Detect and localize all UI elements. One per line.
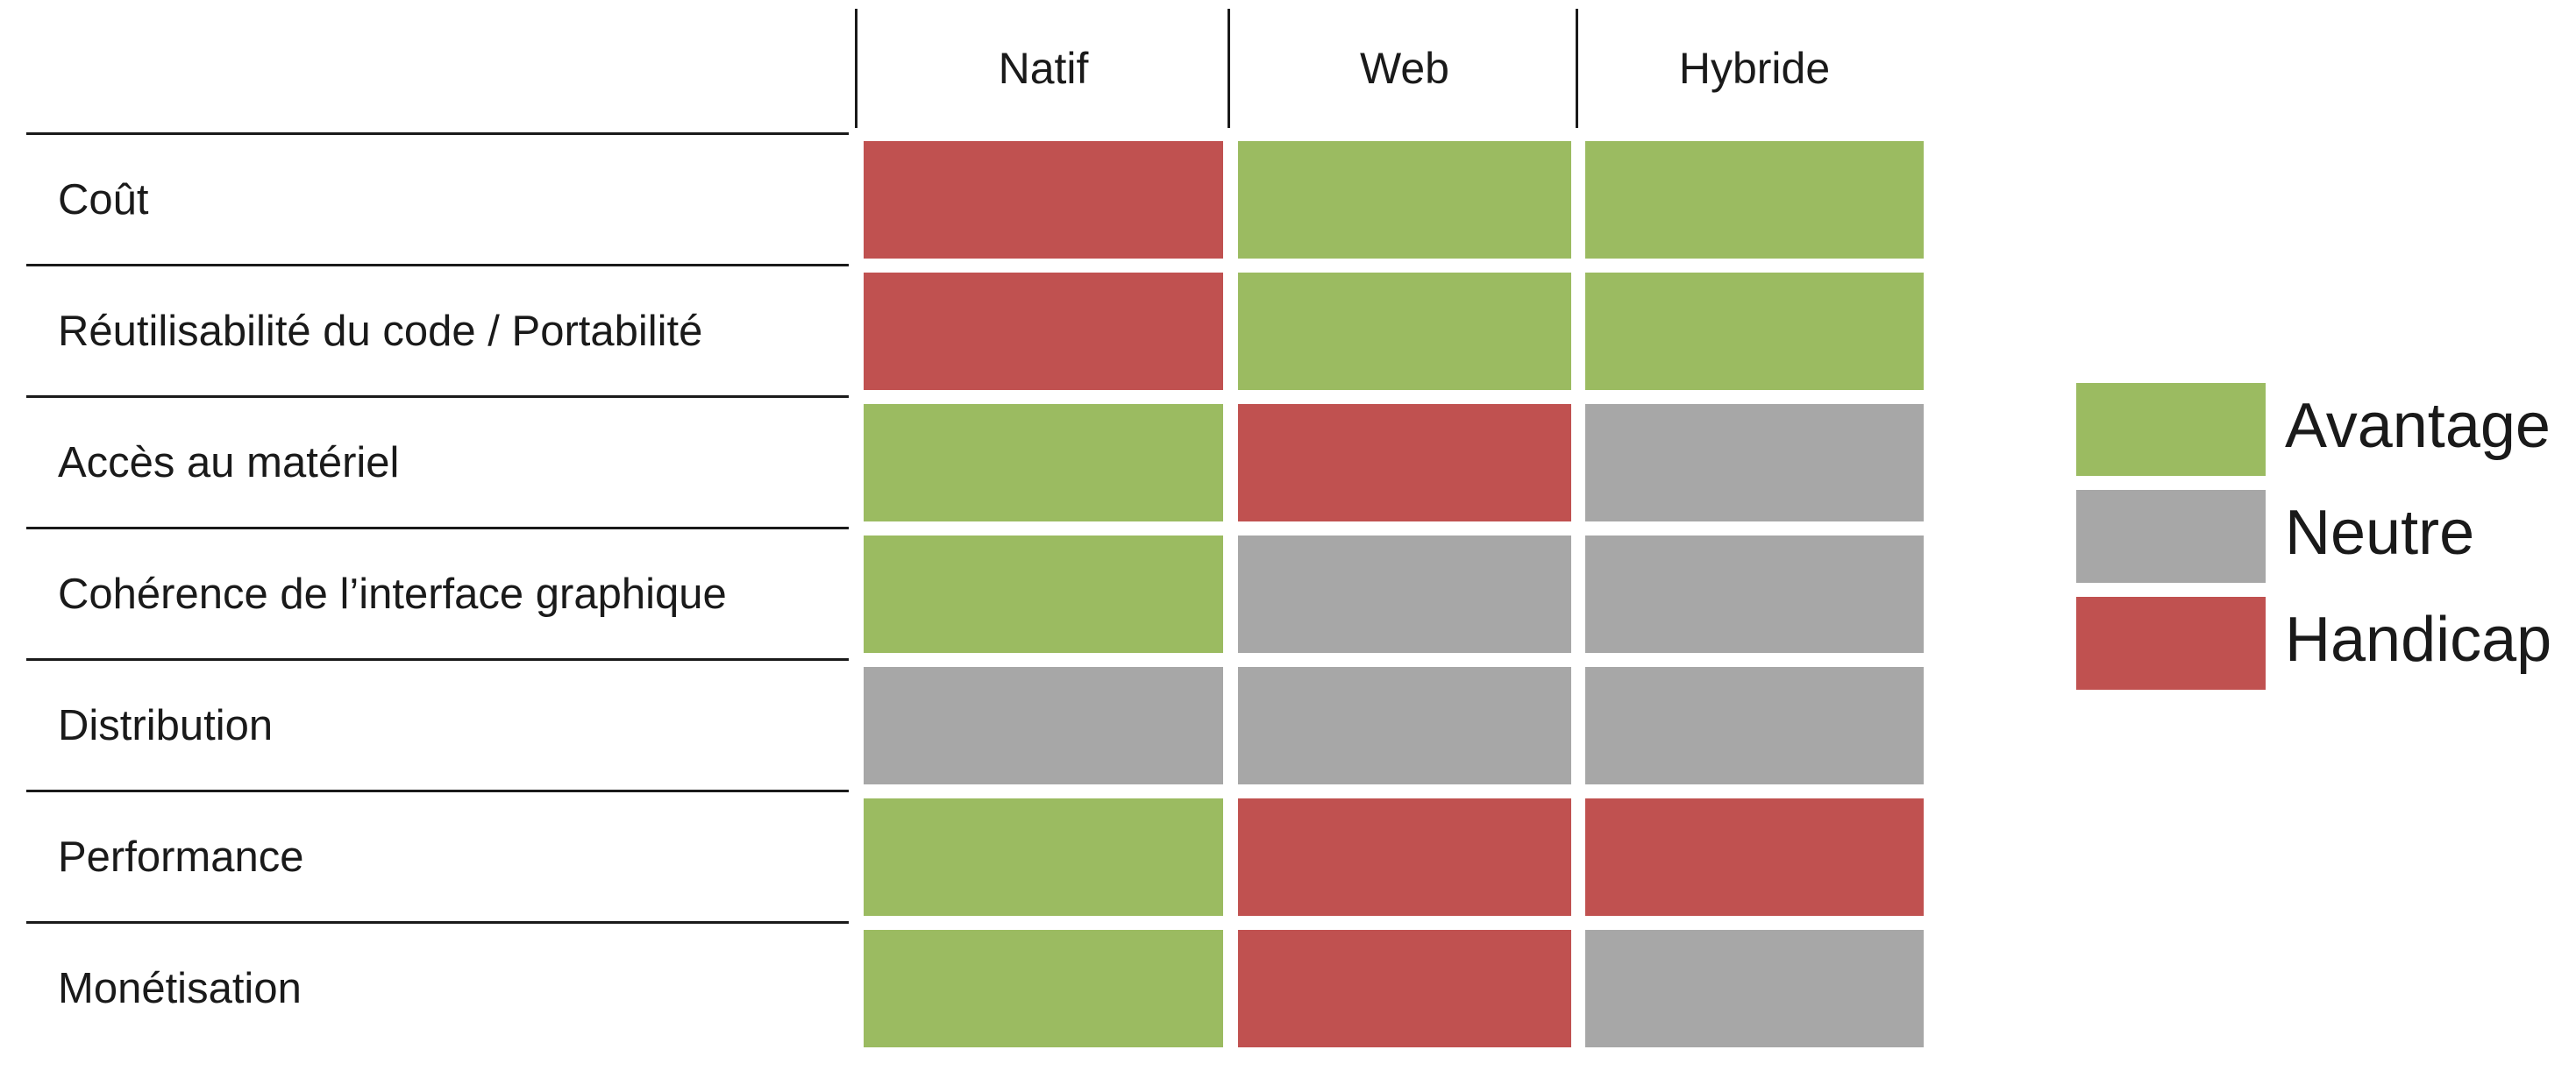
legend-swatch	[2076, 383, 2266, 476]
row-separator	[26, 395, 849, 398]
legend-label: Neutre	[2285, 498, 2475, 568]
row-label: Monétisation	[58, 965, 302, 1012]
rating-cell	[1238, 798, 1571, 916]
rating-cell	[864, 798, 1223, 916]
row-separator	[26, 132, 849, 135]
rating-cell	[864, 141, 1223, 259]
legend-swatch	[2076, 490, 2266, 583]
rating-cell	[1238, 273, 1571, 390]
legend-label: Avantage	[2285, 391, 2551, 461]
column-divider	[855, 9, 857, 128]
rating-cell	[1585, 273, 1924, 390]
column-header: Hybride	[1678, 44, 1831, 93]
row-label: Réutilisabilité du code / Portabilité	[58, 308, 703, 355]
rating-cell	[1585, 667, 1924, 784]
legend-swatch	[2076, 597, 2266, 690]
rating-cell	[1238, 404, 1571, 521]
rating-cell	[1238, 667, 1571, 784]
row-label: Performance	[58, 833, 304, 881]
column-divider	[1228, 9, 1230, 128]
rating-cell	[1238, 930, 1571, 1047]
row-label: Accès au matériel	[58, 439, 400, 486]
rating-cell	[1238, 536, 1571, 653]
rating-cell	[1238, 141, 1571, 259]
rating-cell	[864, 667, 1223, 784]
rating-cell	[864, 536, 1223, 653]
column-header: Web	[1360, 44, 1449, 93]
rating-cell	[1585, 798, 1924, 916]
column-divider	[1576, 9, 1578, 128]
legend-label: Handicap	[2285, 605, 2552, 675]
column-header: Natif	[998, 44, 1089, 93]
rating-cell	[864, 273, 1223, 390]
rating-cell	[864, 930, 1223, 1047]
rating-cell	[1585, 536, 1924, 653]
rating-cell	[864, 404, 1223, 521]
row-label: Coût	[58, 176, 149, 223]
row-separator	[26, 264, 849, 266]
rating-cell	[1585, 141, 1924, 259]
row-label: Distribution	[58, 702, 274, 749]
row-separator	[26, 921, 849, 924]
row-separator	[26, 658, 849, 661]
row-separator	[26, 527, 849, 529]
rating-cell	[1585, 404, 1924, 521]
rating-cell	[1585, 930, 1924, 1047]
row-separator	[26, 790, 849, 792]
row-label: Cohérence de l’interface graphique	[58, 571, 727, 618]
